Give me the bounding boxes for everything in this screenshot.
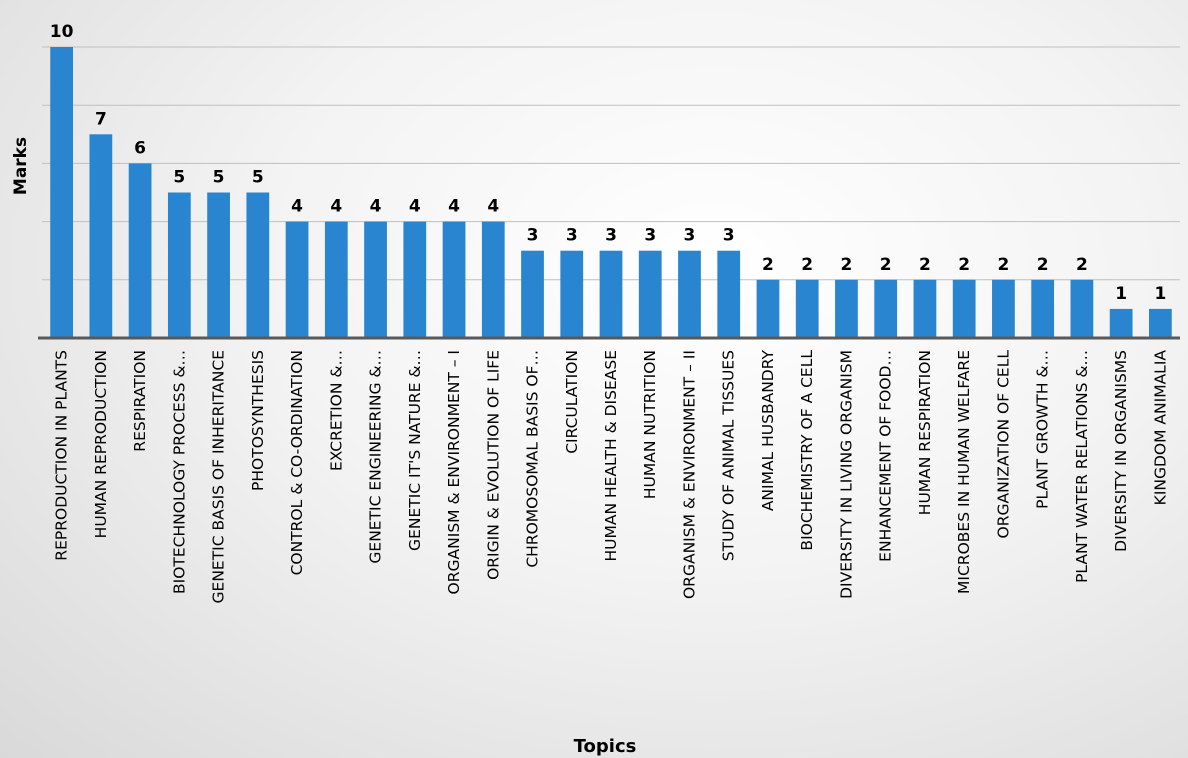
data-label: 5 — [252, 168, 264, 188]
data-label: 3 — [566, 226, 578, 246]
bar — [1109, 308, 1133, 338]
bar — [324, 221, 348, 338]
y-axis-label: Marks — [11, 137, 31, 195]
bar — [678, 250, 701, 338]
bar — [89, 134, 113, 338]
x-tick-labels: REPRODUCTION IN PLANTS HUMAN REPRODUCTION… — [53, 349, 1170, 603]
data-label: 10 — [50, 22, 74, 42]
bar — [442, 221, 466, 338]
bar — [913, 279, 937, 338]
x-tick-label: ORIGIN & EVOLUTION OF LIFE — [484, 350, 502, 580]
data-label: 2 — [762, 255, 774, 275]
bar — [481, 221, 505, 338]
x-tick-label: ORGANISM & ENVIRONMENT – II — [680, 350, 698, 599]
x-tick-label: EXCRETION &… — [327, 350, 345, 471]
data-label: 2 — [1037, 255, 1049, 275]
x-tick-label: PHOTOSYNTHESIS — [249, 350, 267, 491]
x-tick-label: RESPIRATION — [131, 350, 149, 452]
data-label: 1 — [1154, 284, 1166, 304]
x-tick-label: BIOCHEMISTRY OF A CELL — [798, 350, 816, 551]
x-tick-label: PLANT GROWTH &… — [1034, 350, 1052, 509]
bar — [599, 250, 623, 338]
bar — [1148, 308, 1172, 338]
x-tick-label: GENETIC BASIS OF INHERITANCE — [210, 350, 228, 603]
data-label: 2 — [801, 255, 813, 275]
bar — [1070, 279, 1094, 338]
data-label: 2 — [919, 255, 931, 275]
bar — [756, 279, 780, 338]
data-label: 3 — [644, 226, 656, 246]
data-label: 3 — [723, 226, 735, 246]
x-tick-label: CIRCULATION — [563, 350, 581, 454]
x-tick-label: HUMAN REPRODUCTION — [92, 350, 110, 538]
bar — [560, 250, 584, 338]
bar — [167, 192, 191, 338]
bar — [795, 279, 819, 338]
bar — [835, 279, 858, 338]
x-tick-label: ORGANIZATION OF CELL — [994, 350, 1012, 539]
bar — [246, 192, 270, 338]
x-tick-label: STUDY OF ANIMAL TISSUES — [720, 350, 738, 561]
x-tick-label: PLANT WATER RELATIONS &… — [1073, 350, 1091, 583]
x-tick-label: ORGANISM & ENVIRONMENT – I — [445, 350, 463, 594]
data-label: 4 — [448, 197, 460, 217]
data-labels: 10 7 6 5 5 5 4 4 4 4 4 4 3 3 3 3 3 3 2 2 2 2 2 2 2 2 2 1 1 — [50, 22, 1167, 304]
x-tick-label: BIOTECHNOLOGY PROCESS &… — [170, 350, 188, 594]
x-tick-label: HUMAN HEALTH & DISEASE — [602, 350, 620, 562]
gridlines — [42, 46, 1180, 281]
bar — [128, 163, 152, 338]
data-label: 4 — [370, 197, 382, 217]
x-tick-label: HUMAN NUTRITION — [641, 350, 659, 499]
bars — [50, 47, 1172, 338]
bar — [521, 250, 544, 338]
bar — [874, 279, 898, 338]
data-label: 5 — [213, 168, 225, 188]
x-tick-label: ENHANCEMENT OF FOOD… — [877, 350, 895, 562]
bar — [50, 47, 74, 338]
x-tick-label: MICROBES IN HUMAN WELFARE — [955, 350, 973, 594]
bar — [952, 279, 976, 338]
bar — [207, 192, 230, 338]
data-label: 3 — [527, 226, 539, 246]
bar — [364, 221, 387, 338]
x-tick-label: DIVERSITY IN ORGANISMS — [1112, 350, 1130, 552]
bar — [403, 221, 427, 338]
data-label: 3 — [605, 226, 617, 246]
x-tick-label: DIVERSITY IN LIVING ORGANISM — [837, 350, 855, 599]
x-tick-label: CHROMOSOMAL BASIS OF… — [524, 350, 542, 568]
data-label: 2 — [997, 255, 1009, 275]
data-label: 2 — [880, 255, 892, 275]
bar — [1031, 279, 1055, 338]
data-label: 3 — [684, 226, 696, 246]
data-label: 4 — [409, 197, 421, 217]
bar — [638, 250, 662, 338]
data-label: 4 — [330, 197, 342, 217]
x-tick-label: REPRODUCTION IN PLANTS — [53, 350, 71, 561]
x-tick-label: ANIMAL HUSBANDRY — [759, 349, 777, 511]
data-label: 2 — [841, 255, 853, 275]
x-tick-label: CONTROL & CO-ORDINATION — [288, 350, 306, 575]
x-tick-label: HUMAN RESPIRATION — [916, 350, 934, 515]
x-tick-label: GENETIC IT'S NATURE &… — [406, 350, 424, 551]
data-label: 7 — [95, 109, 107, 129]
data-label: 4 — [291, 197, 303, 217]
data-label: 2 — [1076, 255, 1088, 275]
data-label: 4 — [487, 197, 499, 217]
bar — [285, 221, 309, 338]
data-label: 5 — [173, 168, 185, 188]
bar — [717, 250, 741, 338]
x-tick-label: KINGDOM ANIMALIA — [1151, 350, 1169, 506]
x-tick-label: GENETIC ENGINEERING &… — [367, 350, 385, 564]
data-label: 2 — [958, 255, 970, 275]
data-label: 6 — [134, 138, 146, 158]
data-label: 1 — [1115, 284, 1127, 304]
bar — [992, 279, 1015, 338]
x-axis-label: Topics — [574, 736, 637, 757]
